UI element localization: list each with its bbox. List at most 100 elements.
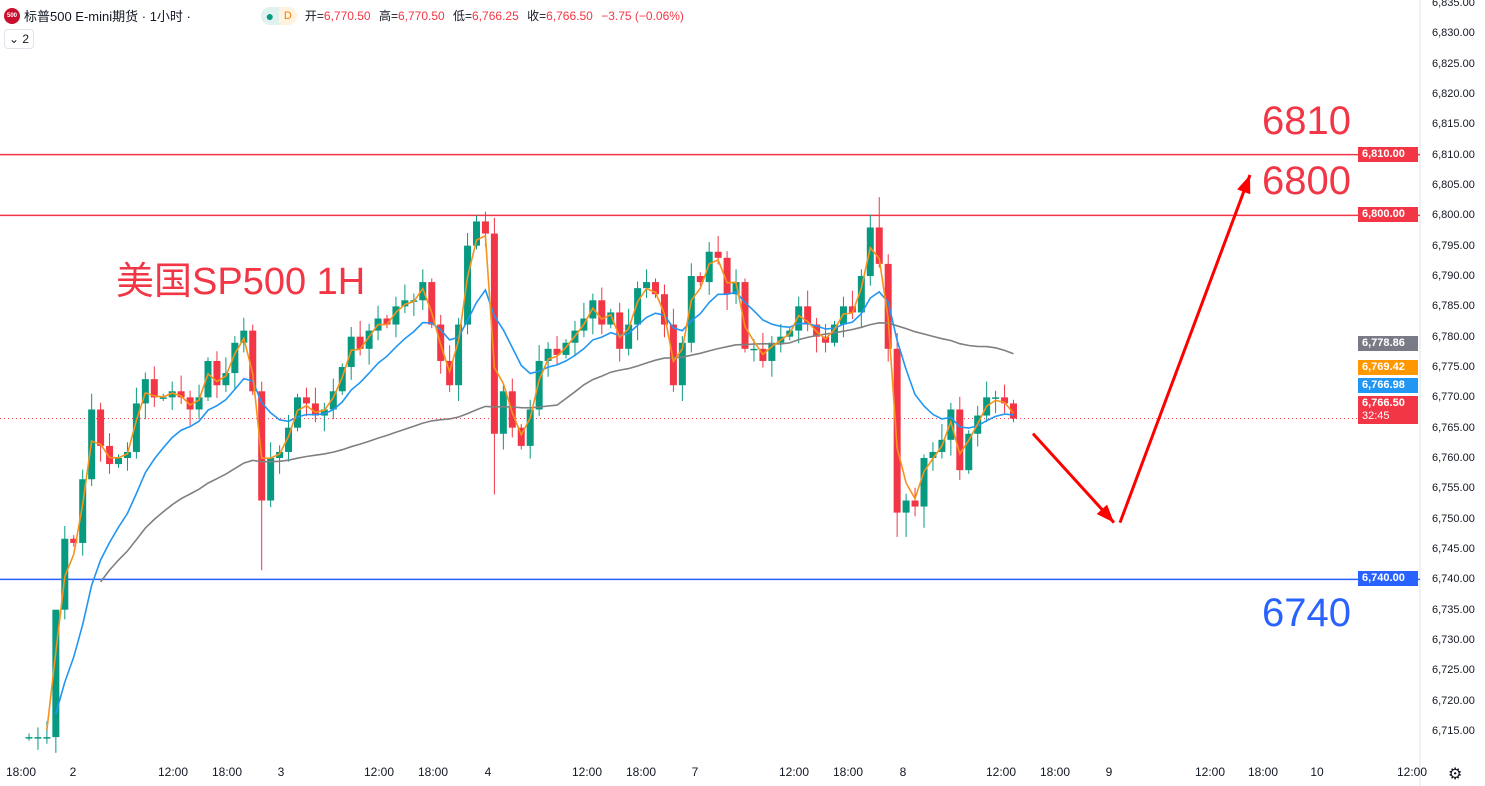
candle-body: [329, 391, 337, 410]
price-tick-label: 6,745.00: [1432, 543, 1475, 556]
candle-body: [607, 312, 615, 325]
candle-body: [831, 324, 838, 343]
candle-body: [365, 330, 373, 349]
time-tick-label: 12:00: [571, 765, 603, 779]
price-label: 6,766.50 32:45: [1358, 396, 1418, 424]
candle-body: [678, 342, 686, 386]
candle-body: [285, 427, 293, 452]
time-tick-label: 12:00: [363, 765, 395, 779]
price-tick-label: 6,780.00: [1432, 330, 1475, 343]
price-tick-label: 6,720.00: [1432, 694, 1475, 707]
candle-body: [732, 282, 740, 295]
candle-body: [884, 263, 892, 349]
time-tick-label: 18:00: [1039, 765, 1071, 779]
chart-header: 500 标普500 E-mini期货 · 1小时 · ● D 开=6,770.5…: [4, 6, 689, 25]
candle-body: [70, 538, 78, 543]
candle-body: [25, 737, 33, 739]
candle-body: [616, 312, 624, 349]
candle-body: [598, 300, 606, 325]
candle-body: [490, 233, 498, 434]
price-tick-label: 6,715.00: [1432, 725, 1475, 738]
time-tick-label: 4: [484, 765, 492, 779]
level-6740-label: 6740: [1262, 591, 1351, 635]
candle-body: [902, 500, 910, 513]
symbol-title[interactable]: 标普500 E-mini期货 · 1小时 ·: [24, 9, 191, 24]
forecast-arrow-line: [1031, 432, 1116, 524]
market-open-dot-icon: ●: [260, 6, 279, 25]
candle-body: [669, 324, 677, 386]
candle-body: [643, 282, 651, 289]
candle-body: [168, 391, 176, 398]
time-tick-label: 12:00: [1396, 765, 1428, 779]
candle-body: [857, 276, 865, 313]
candle-body: [705, 251, 713, 283]
candle-body: [132, 403, 140, 452]
close-label: 收=: [527, 9, 547, 23]
candle-body: [61, 538, 69, 610]
candle-body: [652, 282, 659, 295]
candle-body: [267, 458, 275, 501]
price-label: 6,766.98: [1358, 378, 1418, 393]
candle-body: [177, 391, 185, 398]
collapse-indicators-button[interactable]: ⌄ 2: [4, 29, 34, 49]
candle-body: [535, 360, 543, 410]
candle-body: [320, 409, 328, 416]
candle-body: [204, 360, 212, 398]
low-value: 6,766.25: [472, 9, 519, 23]
candle-body: [1001, 397, 1009, 404]
price-tick-label: 6,785.00: [1432, 300, 1475, 313]
chart-annotation-title: 美国SP500 1H: [116, 261, 366, 303]
bar-countdown: 32:45: [1362, 410, 1390, 422]
price-label: 6,810.00: [1358, 146, 1418, 162]
change-value: −3.75 (−0.06%): [601, 9, 684, 23]
candle-body: [159, 397, 167, 399]
candle-body: [401, 300, 409, 307]
market-status-badge[interactable]: ● D: [260, 6, 297, 25]
candle-body: [893, 348, 901, 513]
candle-body: [383, 318, 391, 325]
price-label: 6,740.00: [1358, 571, 1418, 587]
time-tick-label: 9: [1105, 765, 1113, 779]
time-tick-label: 12:00: [1194, 765, 1226, 779]
candle-body: [795, 306, 803, 331]
price-tick-label: 6,800.00: [1432, 209, 1475, 222]
price-tick-label: 6,825.00: [1432, 57, 1475, 70]
candle-body: [97, 409, 105, 446]
candle-body: [356, 336, 364, 349]
candle-body: [392, 306, 400, 325]
level-6810-label: 6810: [1262, 99, 1351, 143]
price-label: 6,800.00: [1358, 207, 1418, 223]
candle-body: [625, 324, 633, 349]
time-tick-label: 18:00: [1247, 765, 1279, 779]
high-label: 高=: [378, 9, 398, 23]
price-tick-label: 6,755.00: [1432, 482, 1475, 495]
candle-body: [258, 391, 266, 501]
level-6800-label: 6800: [1262, 159, 1351, 203]
candle-body: [1010, 403, 1017, 419]
candle-body: [222, 373, 230, 386]
time-tick-label: 18:00: [5, 765, 37, 779]
candle-body: [231, 342, 239, 374]
candle-body: [52, 609, 60, 738]
gear-icon[interactable]: ⚙: [1448, 766, 1463, 783]
candle-body: [428, 282, 436, 325]
candle-body: [276, 451, 284, 459]
open-label: 开=: [304, 9, 324, 23]
candle-body: [34, 737, 42, 739]
time-tick-label: 3: [277, 765, 285, 779]
price-tick-label: 6,805.00: [1432, 179, 1475, 191]
price-tick-label: 6,770.00: [1432, 391, 1475, 404]
price-tick-label: 6,790.00: [1432, 270, 1475, 282]
candle-body: [714, 251, 722, 258]
time-tick-label: 18:00: [832, 765, 864, 779]
candle-body: [464, 245, 472, 325]
time-tick-label: 2: [69, 765, 77, 779]
candle-body: [302, 397, 310, 404]
price-label: 6,769.42: [1358, 360, 1418, 375]
candle-body: [186, 397, 194, 410]
time-tick-label: 7: [691, 765, 699, 779]
candle-body: [249, 330, 257, 392]
time-tick-label: 18:00: [417, 765, 449, 779]
time-tick-label: 12:00: [157, 765, 189, 779]
